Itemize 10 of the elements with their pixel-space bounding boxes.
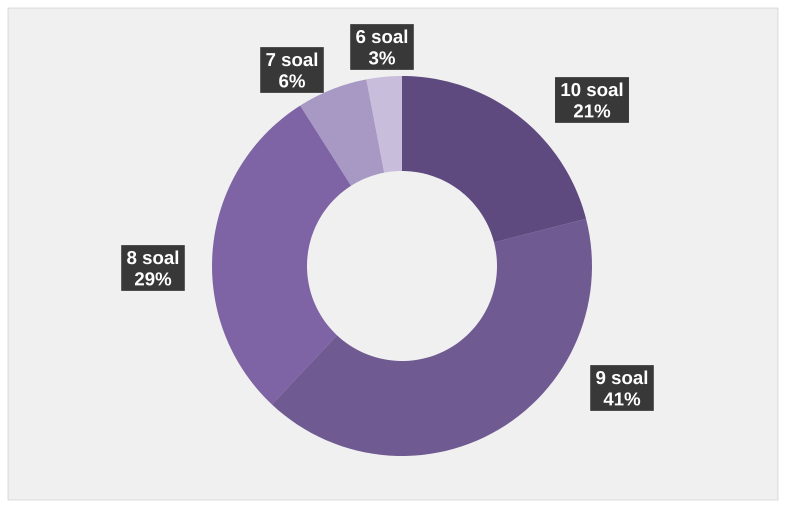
data-label: 21% — [574, 104, 610, 118]
slice-label: 8 soal — [127, 250, 178, 264]
slice-label: 7 soal — [266, 52, 318, 66]
slice-label: 9 soal — [596, 370, 648, 384]
data-label: 29% — [134, 272, 172, 286]
slice-label: 6 soal — [356, 29, 408, 44]
data-label: 3% — [368, 51, 395, 65]
slice-label: 10 soal — [562, 82, 622, 96]
data-label: 41% — [604, 392, 640, 406]
data-label: 6% — [279, 74, 305, 88]
